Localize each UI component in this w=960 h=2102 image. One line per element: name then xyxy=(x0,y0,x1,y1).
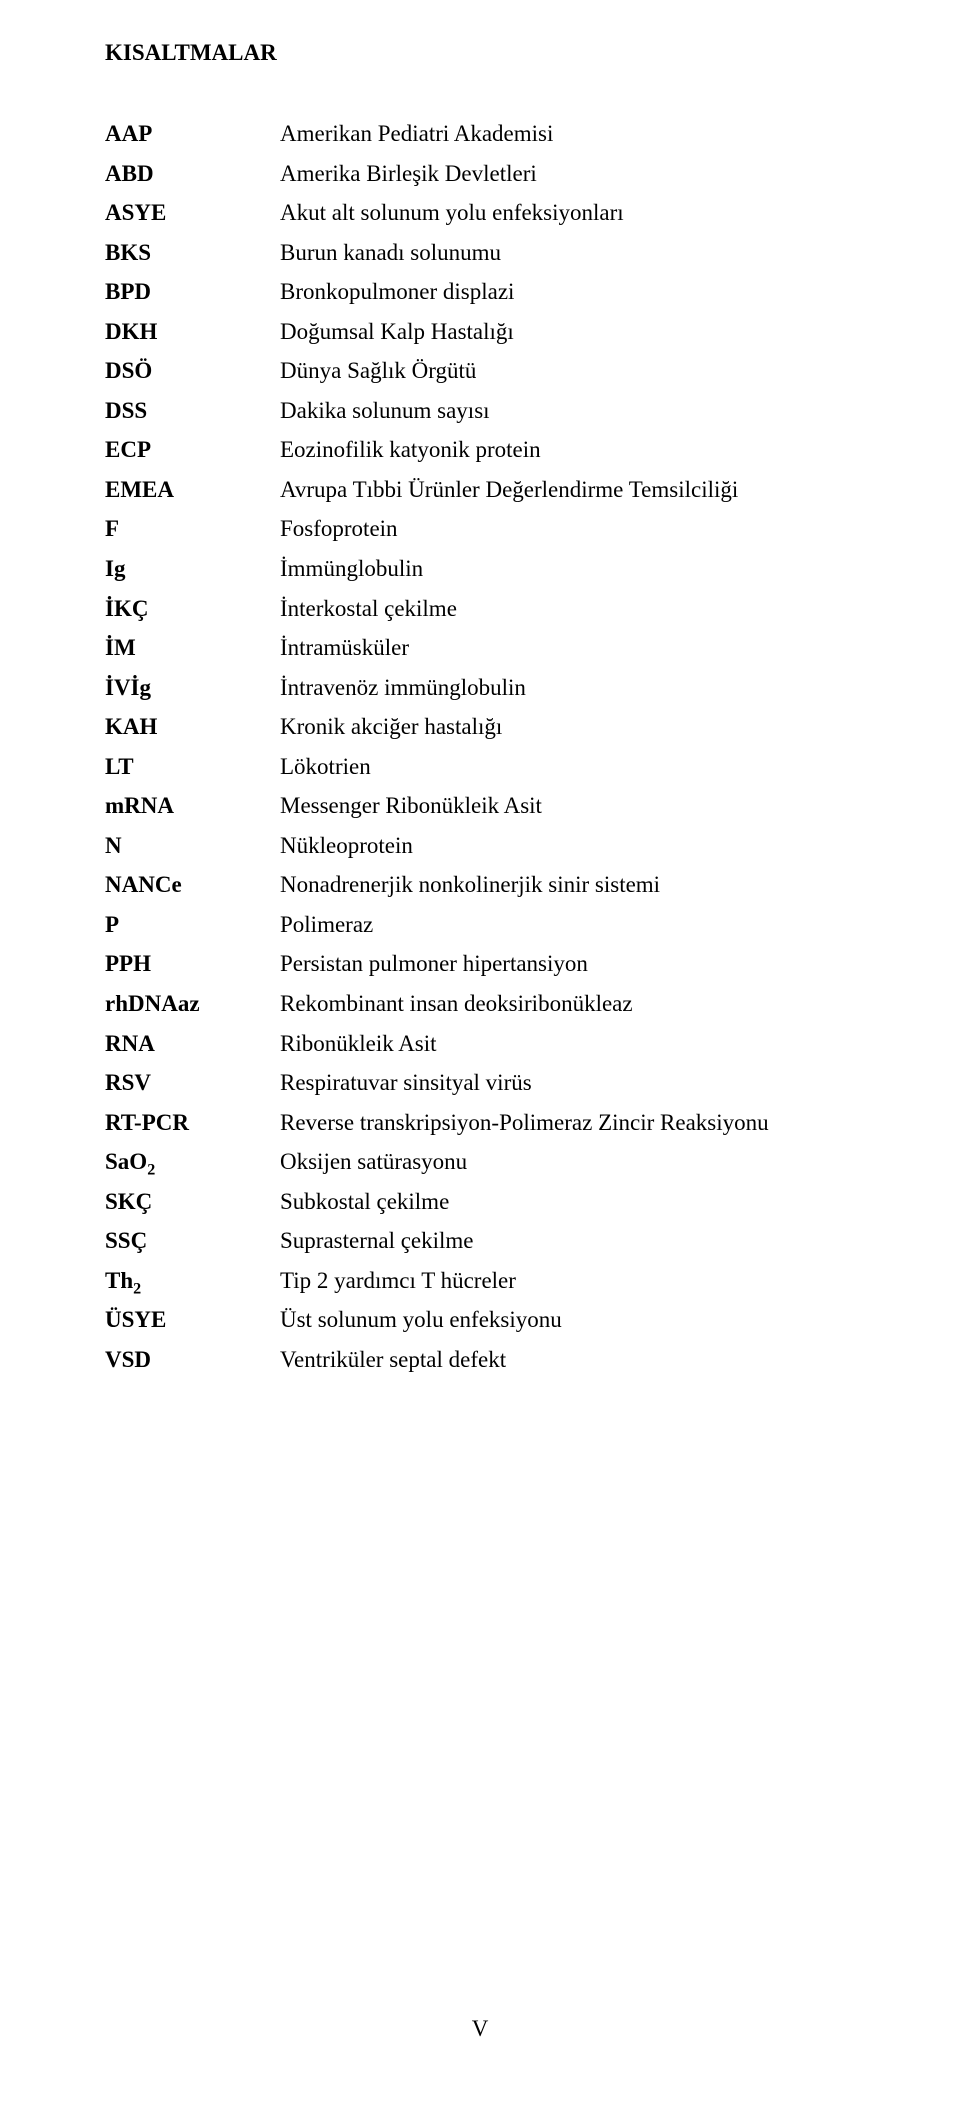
abbr-value: İmmünglobulin xyxy=(280,549,855,589)
table-row: SKÇSubkostal çekilme xyxy=(105,1182,855,1222)
table-row: KAHKronik akciğer hastalığı xyxy=(105,707,855,747)
table-row: EMEAAvrupa Tıbbi Ürünler Değerlendirme T… xyxy=(105,470,855,510)
table-row: NNükleoprotein xyxy=(105,826,855,866)
abbr-value: Dakika solunum sayısı xyxy=(280,391,855,431)
table-row: ABDAmerika Birleşik Devletleri xyxy=(105,154,855,194)
abbr-value: Suprasternal çekilme xyxy=(280,1221,855,1261)
abbr-value: Dünya Sağlık Örgütü xyxy=(280,351,855,391)
table-row: DSSDakika solunum sayısı xyxy=(105,391,855,431)
table-row: DSÖDünya Sağlık Örgütü xyxy=(105,351,855,391)
abbr-key: mRNA xyxy=(105,786,280,826)
abbr-value: Avrupa Tıbbi Ürünler Değerlendirme Temsi… xyxy=(280,470,855,510)
abbr-value: Tip 2 yardımcı T hücreler xyxy=(280,1261,855,1301)
abbr-key: F xyxy=(105,509,280,549)
table-row: SSÇSuprasternal çekilme xyxy=(105,1221,855,1261)
abbr-value: Oksijen satürasyonu xyxy=(280,1142,855,1182)
table-row: ECPEozinofilik katyonik protein xyxy=(105,430,855,470)
abbr-value: Kronik akciğer hastalığı xyxy=(280,707,855,747)
abbr-key: SaO2 xyxy=(105,1142,280,1182)
abbr-key: NANCe xyxy=(105,865,280,905)
abbr-value: Ribonükleik Asit xyxy=(280,1024,855,1064)
abbr-key: RNA xyxy=(105,1024,280,1064)
abbr-value: Polimeraz xyxy=(280,905,855,945)
table-row: rhDNAazRekombinant insan deoksiribonükle… xyxy=(105,984,855,1024)
abbr-key: P xyxy=(105,905,280,945)
table-row: BPDBronkopulmoner displazi xyxy=(105,272,855,312)
table-row: SaO2Oksijen satürasyonu xyxy=(105,1142,855,1182)
abbr-key: N xyxy=(105,826,280,866)
abbr-value: Ventriküler septal defekt xyxy=(280,1340,855,1380)
table-row: RT-PCRReverse transkripsiyon-Polimeraz Z… xyxy=(105,1103,855,1143)
abbreviations-table: AAPAmerikan Pediatri AkademisiABDAmerika… xyxy=(105,114,855,1380)
abbr-key: KAH xyxy=(105,707,280,747)
abbr-key: ASYE xyxy=(105,193,280,233)
abbr-key: ECP xyxy=(105,430,280,470)
abbr-value: Burun kanadı solunumu xyxy=(280,233,855,273)
abbr-key: SKÇ xyxy=(105,1182,280,1222)
table-row: PPolimeraz xyxy=(105,905,855,945)
abbr-key: İVİg xyxy=(105,668,280,708)
abbr-value: Respiratuvar sinsityal virüs xyxy=(280,1063,855,1103)
abbr-key: RT-PCR xyxy=(105,1103,280,1143)
table-row: ASYEAkut alt solunum yolu enfeksiyonları xyxy=(105,193,855,233)
table-row: İKÇİnterkostal çekilme xyxy=(105,589,855,629)
abbr-key: EMEA xyxy=(105,470,280,510)
table-row: PPHPersistan pulmoner hipertansiyon xyxy=(105,944,855,984)
table-row: Th2Tip 2 yardımcı T hücreler xyxy=(105,1261,855,1301)
abbr-value: Fosfoprotein xyxy=(280,509,855,549)
abbr-value: Subkostal çekilme xyxy=(280,1182,855,1222)
abbr-value: Akut alt solunum yolu enfeksiyonları xyxy=(280,193,855,233)
page-number: V xyxy=(0,2016,960,2042)
abbr-value: Amerikan Pediatri Akademisi xyxy=(280,114,855,154)
abbr-value: Nükleoprotein xyxy=(280,826,855,866)
abbr-key: DSÖ xyxy=(105,351,280,391)
abbr-key: BPD xyxy=(105,272,280,312)
page-title: KISALTMALAR xyxy=(105,40,855,66)
table-row: ÜSYEÜst solunum yolu enfeksiyonu xyxy=(105,1300,855,1340)
table-row: LTLökotrien xyxy=(105,747,855,787)
abbr-key: Ig xyxy=(105,549,280,589)
table-row: İMİntramüsküler xyxy=(105,628,855,668)
abbr-key: ABD xyxy=(105,154,280,194)
table-row: BKSBurun kanadı solunumu xyxy=(105,233,855,273)
abbr-value: İntramüsküler xyxy=(280,628,855,668)
abbr-key: DKH xyxy=(105,312,280,352)
abbr-value: Nonadrenerjik nonkolinerjik sinir sistem… xyxy=(280,865,855,905)
abbr-key: SSÇ xyxy=(105,1221,280,1261)
abbr-key: VSD xyxy=(105,1340,280,1380)
abbr-key: BKS xyxy=(105,233,280,273)
table-row: FFosfoprotein xyxy=(105,509,855,549)
table-row: Igİmmünglobulin xyxy=(105,549,855,589)
abbr-key: DSS xyxy=(105,391,280,431)
table-row: AAPAmerikan Pediatri Akademisi xyxy=(105,114,855,154)
abbr-value: Persistan pulmoner hipertansiyon xyxy=(280,944,855,984)
abbr-value: Reverse transkripsiyon-Polimeraz Zincir … xyxy=(280,1103,855,1143)
abbr-key: İM xyxy=(105,628,280,668)
abbr-key: ÜSYE xyxy=(105,1300,280,1340)
abbr-value: Eozinofilik katyonik protein xyxy=(280,430,855,470)
table-row: NANCeNonadrenerjik nonkolinerjik sinir s… xyxy=(105,865,855,905)
abbr-key: İKÇ xyxy=(105,589,280,629)
abbr-value: Messenger Ribonükleik Asit xyxy=(280,786,855,826)
abbr-key: Th2 xyxy=(105,1261,280,1301)
abbr-value: Üst solunum yolu enfeksiyonu xyxy=(280,1300,855,1340)
abbr-value: Rekombinant insan deoksiribonükleaz xyxy=(280,984,855,1024)
abbr-value: Doğumsal Kalp Hastalığı xyxy=(280,312,855,352)
abbr-value: İnterkostal çekilme xyxy=(280,589,855,629)
table-row: VSDVentriküler septal defekt xyxy=(105,1340,855,1380)
abbr-value: İntravenöz immünglobulin xyxy=(280,668,855,708)
table-row: RSVRespiratuvar sinsityal virüs xyxy=(105,1063,855,1103)
abbr-key: rhDNAaz xyxy=(105,984,280,1024)
abbr-value: Lökotrien xyxy=(280,747,855,787)
table-row: mRNAMessenger Ribonükleik Asit xyxy=(105,786,855,826)
table-row: RNARibonükleik Asit xyxy=(105,1024,855,1064)
abbr-value: Amerika Birleşik Devletleri xyxy=(280,154,855,194)
abbr-key: LT xyxy=(105,747,280,787)
table-row: DKHDoğumsal Kalp Hastalığı xyxy=(105,312,855,352)
abbr-key: RSV xyxy=(105,1063,280,1103)
abbr-key: AAP xyxy=(105,114,280,154)
abbr-value: Bronkopulmoner displazi xyxy=(280,272,855,312)
table-row: İVİgİntravenöz immünglobulin xyxy=(105,668,855,708)
abbr-key: PPH xyxy=(105,944,280,984)
